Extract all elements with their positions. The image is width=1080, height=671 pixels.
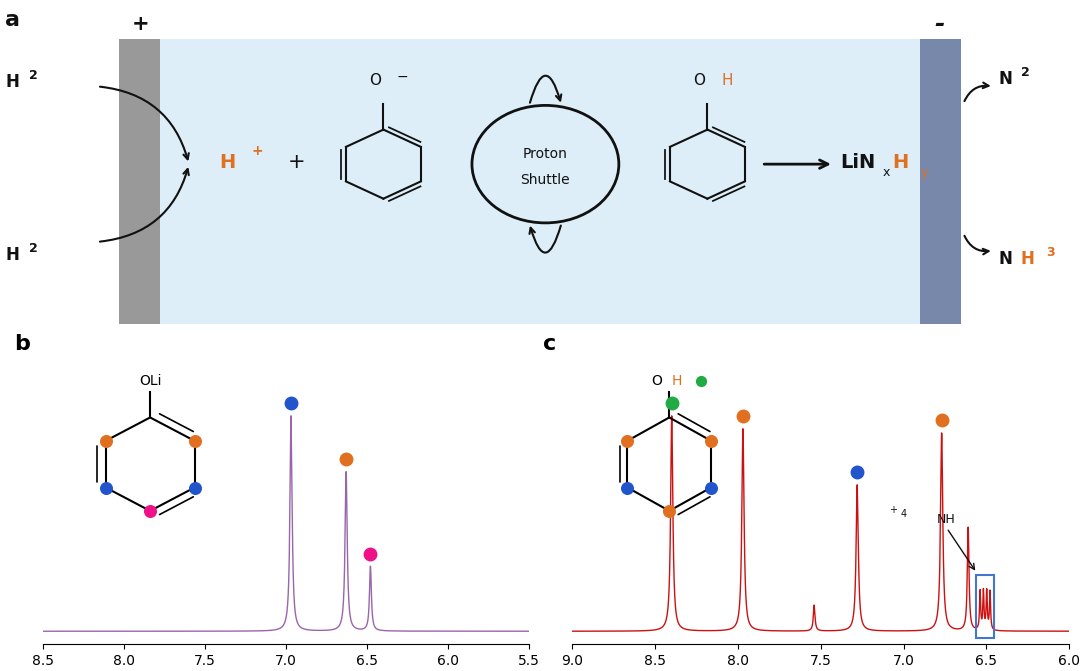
Bar — [920, 39, 961, 324]
Text: H: H — [219, 153, 235, 172]
Text: H: H — [721, 73, 732, 88]
Text: +: + — [132, 14, 149, 34]
Text: 2: 2 — [1021, 66, 1029, 79]
Text: 4: 4 — [901, 509, 906, 519]
Text: H: H — [5, 246, 19, 264]
Text: −: − — [397, 70, 408, 84]
Text: x: x — [882, 166, 890, 179]
Text: b: b — [14, 334, 30, 354]
Text: 3: 3 — [1047, 246, 1055, 259]
Text: H: H — [892, 153, 908, 172]
Text: Shuttle: Shuttle — [521, 172, 570, 187]
Text: O: O — [692, 73, 705, 88]
Text: H: H — [1021, 250, 1035, 268]
Bar — [119, 39, 160, 324]
Text: NH: NH — [936, 513, 956, 526]
Text: O: O — [368, 73, 381, 88]
Text: Proton: Proton — [523, 147, 568, 161]
Text: c: c — [542, 334, 556, 354]
Bar — [119, 39, 961, 324]
Text: LiN: LiN — [840, 153, 876, 172]
Text: +: + — [252, 144, 264, 158]
Text: N: N — [999, 70, 1013, 89]
Text: N: N — [999, 250, 1013, 268]
Text: +: + — [288, 152, 306, 172]
Text: a: a — [5, 10, 21, 30]
Text: H: H — [5, 73, 19, 91]
Text: -: - — [934, 12, 945, 36]
Bar — [976, 575, 994, 637]
Text: 2: 2 — [29, 242, 38, 255]
Text: 2: 2 — [29, 69, 38, 82]
Text: y: y — [920, 166, 928, 179]
Text: +: + — [889, 505, 896, 515]
